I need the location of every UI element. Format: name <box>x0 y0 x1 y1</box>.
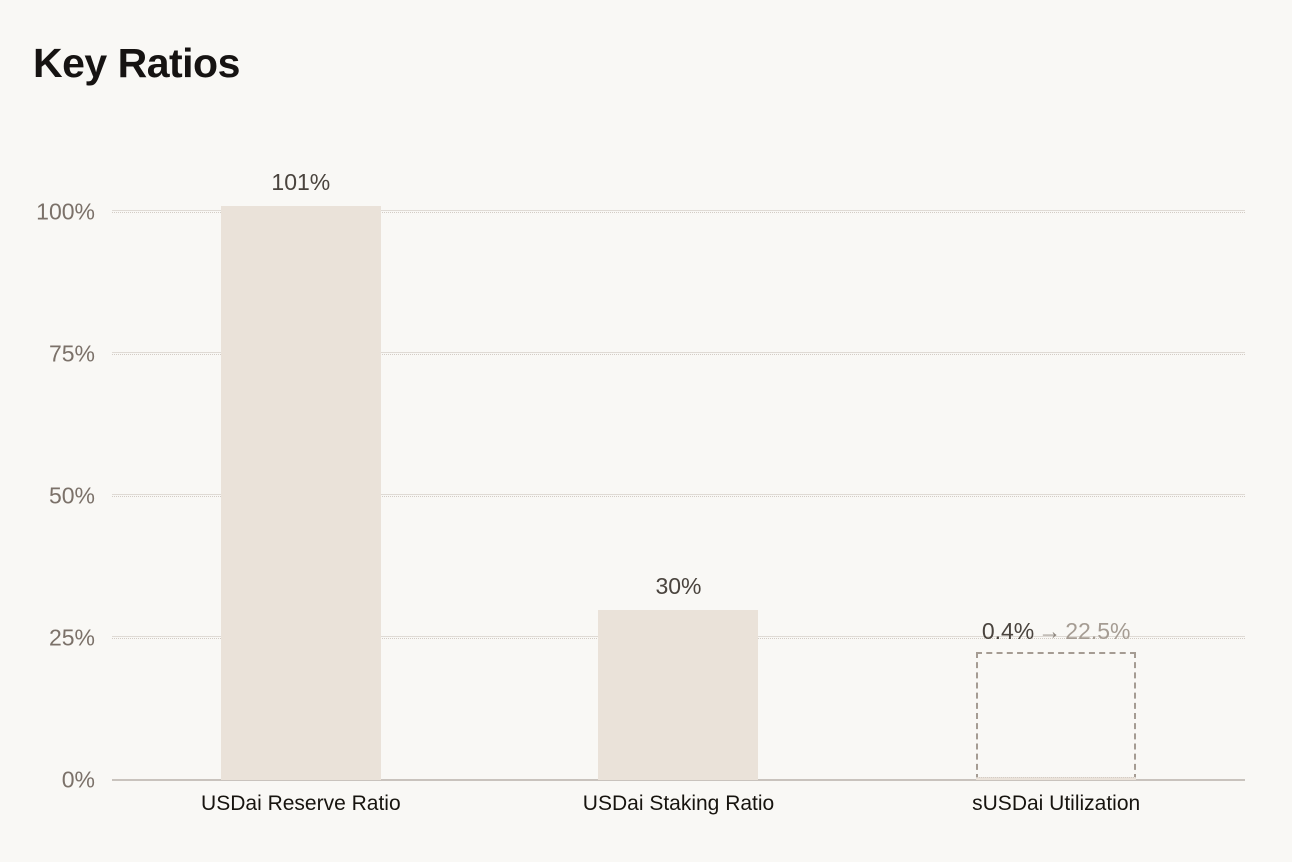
label-current-value: 0.4% <box>981 618 1035 645</box>
bar-1 <box>220 206 381 780</box>
x-category-label-1: USDai Reserve Ratio <box>201 792 401 815</box>
bar-value-label-3: 0.4% → 22.5% <box>982 618 1131 645</box>
chart-title: Key Ratios <box>33 40 240 86</box>
bar-slot-3: 0.4% → 22.5% <box>867 212 1245 780</box>
bar-slot-2: 30% <box>490 212 868 780</box>
x-category-label-2: USDai Staking Ratio <box>582 792 775 815</box>
y-tick-label-75: 75% <box>48 340 95 367</box>
y-axis: 0% 25% 50% 75% 100% <box>0 199 95 793</box>
bar-2 <box>598 609 759 780</box>
bar-target-outline <box>976 652 1137 780</box>
y-tick-label-25: 25% <box>48 624 95 651</box>
y-tick-label-0: 0% <box>61 766 95 793</box>
y-tick-label-50: 50% <box>48 482 95 509</box>
bar-value-label-1: 101% <box>271 169 331 196</box>
x-axis: USDai Reserve Ratio USDai Staking Ratio sU… <box>112 792 1245 816</box>
label-target-value: 22.5% <box>1065 618 1131 645</box>
bar-value-label-2: 30% <box>655 572 702 599</box>
plot-area: 101% 30% 0.4% → 22.5% <box>112 169 1245 781</box>
y-tick-label-100: 100% <box>36 198 95 225</box>
bar-current-stub <box>976 777 1137 780</box>
x-category-label-3: sUSDai Utilization <box>972 792 1141 815</box>
bar-slot-1: 101% <box>112 169 490 780</box>
arrow-right-icon: → <box>1038 618 1062 645</box>
